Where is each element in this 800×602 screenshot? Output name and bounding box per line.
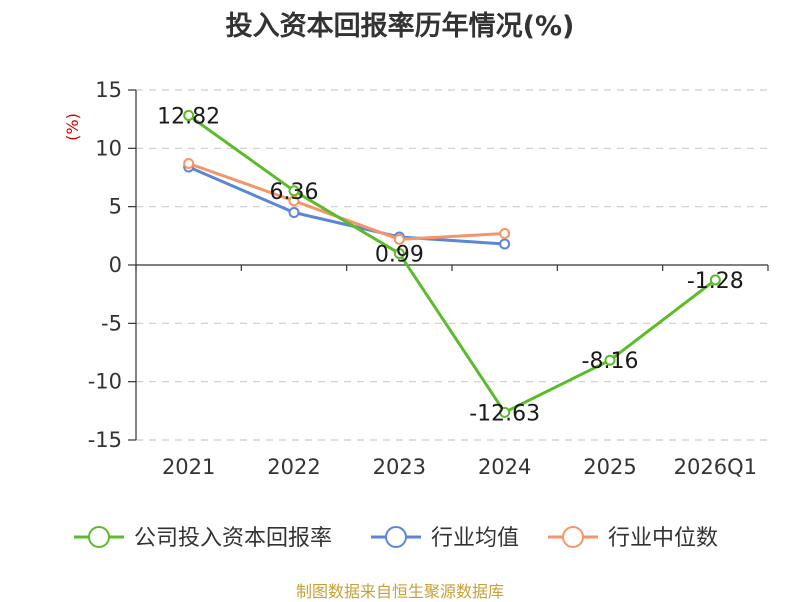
legend-marker <box>562 526 584 548</box>
y-tick-label: -15 <box>88 428 122 452</box>
data-point <box>604 354 616 366</box>
data-point <box>709 274 721 286</box>
legend-item: 行业中位数 <box>548 526 718 551</box>
y-axis-unit-label: (%) <box>63 113 82 141</box>
data-point <box>499 228 511 239</box>
axes: 15 10 5 0 -5 -10 -15 2021 2022 2023 2024 2025 2026Q1 <box>88 78 769 479</box>
y-tick-label: 5 <box>109 195 122 219</box>
data-label: -8.16 <box>582 349 639 374</box>
data-label: -12.63 <box>469 401 540 426</box>
data-point <box>183 158 195 169</box>
data-point <box>288 185 300 197</box>
legend-marker <box>385 526 407 548</box>
data-point <box>183 109 195 121</box>
data-label: -1.28 <box>687 269 744 294</box>
legend-label: 行业均值 <box>431 526 519 551</box>
x-tick-label: 2022 <box>267 455 320 479</box>
y-tick-label: 15 <box>95 78 122 102</box>
x-tick-label: 2024 <box>478 455 531 479</box>
gridlines <box>136 89 768 441</box>
x-tick-label: 2023 <box>373 455 426 479</box>
data-point <box>499 238 511 250</box>
legend-marker <box>88 526 110 548</box>
data-point <box>393 247 405 259</box>
data-label: 0.99 <box>375 242 424 267</box>
data-label: 6.36 <box>270 180 319 205</box>
legend-item: 行业均值 <box>371 526 519 551</box>
series-line <box>188 162 505 241</box>
legend-label: 公司投入资本回报率 <box>134 526 332 551</box>
legend-label: 行业中位数 <box>608 526 718 551</box>
x-tick-label: 2025 <box>583 455 636 479</box>
x-tick-label: 2021 <box>162 455 215 479</box>
x-tick-label: 2026Q1 <box>674 455 757 479</box>
legend-item: 公司投入资本回报率 <box>74 526 332 551</box>
data-point <box>288 207 300 218</box>
legend: 公司投入资本回报率 行业均值 行业中位数 <box>74 526 718 551</box>
data-point <box>393 233 405 245</box>
data-labels: 12.82 6.36 0.99 -12.63 -8.16 -1.28 <box>157 104 744 426</box>
y-tick-label: -10 <box>88 370 122 394</box>
y-tick-label: 10 <box>95 136 122 160</box>
y-tick-label: -5 <box>101 311 122 335</box>
source-note: 制图数据来自恒生聚源数据库 <box>295 582 504 601</box>
data-label: 12.82 <box>157 104 220 129</box>
y-tick-label: 0 <box>109 253 122 277</box>
data-point <box>288 195 300 207</box>
data-point <box>499 406 511 418</box>
series-lines <box>183 109 721 418</box>
series-line <box>187 114 717 414</box>
series-line <box>188 165 505 246</box>
chart-title: 投入资本回报率历年情况(%) <box>225 11 575 42</box>
